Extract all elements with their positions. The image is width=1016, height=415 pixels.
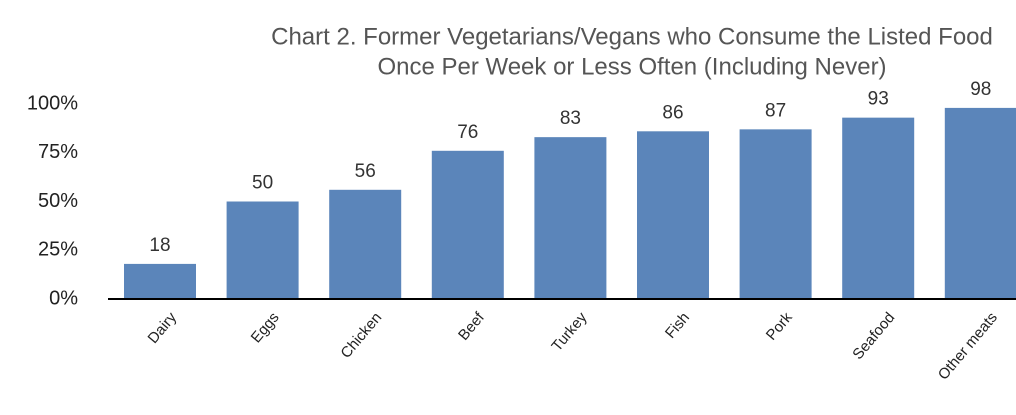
- x-tick-label: Eggs: [248, 309, 283, 346]
- bar: [431, 150, 504, 299]
- value-label: 76: [457, 122, 478, 143]
- value-label: 18: [149, 235, 170, 256]
- y-tick-label: 100%: [27, 92, 78, 114]
- value-label: 50: [252, 173, 273, 194]
- x-tick-label: Seafood: [849, 309, 898, 363]
- x-tick-label: Turkey: [548, 309, 590, 355]
- bar: [329, 189, 402, 299]
- chart-title: Once Per Week or Less Often (Including N…: [377, 53, 886, 80]
- y-tick-label: 0%: [49, 287, 78, 309]
- x-tick-label: Pork: [763, 309, 796, 344]
- y-tick-label: 50%: [38, 190, 78, 212]
- x-tick-label: Beef: [455, 309, 488, 344]
- bar: [534, 137, 607, 299]
- value-label: 83: [560, 108, 581, 129]
- chart-title: Chart 2. Former Vegetarians/Vegans who C…: [271, 23, 993, 50]
- value-label: 93: [868, 89, 889, 110]
- x-tick-label: Fish: [662, 309, 693, 342]
- x-tick-label: Other meats: [935, 309, 1001, 383]
- value-label: 87: [765, 100, 786, 121]
- value-label: 98: [970, 79, 991, 100]
- bar: [739, 129, 812, 299]
- bar: [637, 131, 709, 299]
- value-label: 86: [662, 102, 683, 123]
- bar: [842, 117, 915, 300]
- y-tick-label: 75%: [38, 141, 78, 163]
- bar: [124, 263, 196, 299]
- value-label: 56: [355, 161, 376, 182]
- bar: [944, 107, 1016, 300]
- x-tick-label: Dairy: [145, 309, 181, 347]
- x-tick-label: Chicken: [337, 309, 385, 361]
- y-tick-label: 25%: [38, 239, 78, 261]
- bar: [226, 201, 299, 299]
